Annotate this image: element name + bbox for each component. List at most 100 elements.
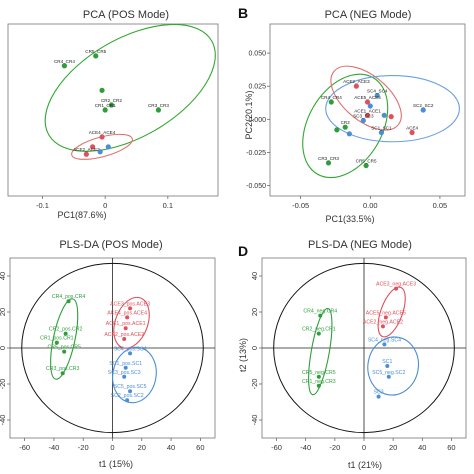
data-point-green xyxy=(342,124,348,130)
y-tick-label: -40 xyxy=(0,415,7,426)
point-label: ACE1_pos.ACE1 xyxy=(106,321,146,327)
ellipse-layer xyxy=(308,286,420,396)
data-point-blue xyxy=(385,364,390,368)
x-tick-label: 40 xyxy=(167,443,175,452)
zero-lines xyxy=(10,258,215,438)
x-tick-label: 20 xyxy=(138,443,146,452)
y-tick-label: 0.050 xyxy=(248,51,266,58)
point-label: ACE4_pos.ACE4 xyxy=(107,310,147,316)
data-point-red xyxy=(99,134,105,140)
y-tick-label: 40 xyxy=(250,272,259,280)
data-point-red xyxy=(409,129,415,136)
x-axis-label: t1 (15%) xyxy=(99,459,133,469)
x-tick-label: 0.05 xyxy=(433,201,448,210)
y-tick-label: 0 xyxy=(0,346,7,350)
data-point-blue xyxy=(346,131,352,137)
point-label: ACE3_pos.ACE3 xyxy=(110,301,150,307)
data-point-green xyxy=(60,371,65,376)
y-tick-label: 40 xyxy=(0,272,7,280)
hotelling-t2-ellipse xyxy=(21,262,204,434)
point-label: CR3_CR3 xyxy=(148,103,169,108)
y-tick-label: -20 xyxy=(0,379,7,390)
data-point-red xyxy=(122,337,127,341)
hotelling-ellipse xyxy=(273,262,455,434)
point-label: CR5_pos.CR5 xyxy=(47,345,81,351)
point-label: CR3_CR3 xyxy=(318,156,339,161)
hotelling-t2-ellipse xyxy=(273,262,455,434)
point-label: SC2_pos.SC2 xyxy=(111,393,144,399)
point-layer: CR4_pos.CR4 CR2_pos.CR2 CR1_pos.CR1 CR5_pos… xyxy=(40,294,150,403)
data-point-green xyxy=(316,383,321,388)
point-label: SC3_SC3 xyxy=(353,114,374,119)
data-point-blue xyxy=(382,342,387,347)
point-label: SC5_pos.SC5 xyxy=(114,384,147,390)
y-tick-label: 0.000 xyxy=(248,117,266,124)
data-point-red xyxy=(383,315,388,320)
data-point-blue xyxy=(123,365,128,370)
point-layer: ACE3_neg.ACE3 ACE5_neg.ACE5 ACE2_neg.ACE2 S… xyxy=(302,282,416,399)
x-tick-label: -0.05 xyxy=(292,201,309,210)
data-point-blue xyxy=(381,112,387,118)
data-point-green xyxy=(328,99,334,105)
x-tick-label: 60 xyxy=(447,443,455,452)
point-label: ACE2_ACE3 xyxy=(343,79,370,84)
data-point-green xyxy=(61,63,68,69)
data-point-red xyxy=(125,315,130,320)
point-label: CR1_neg.CR3 xyxy=(302,379,336,385)
data-point-blue xyxy=(360,117,366,124)
panel-pca-pos: PCA (POS Mode) CR5_CR5 CR4_CR4 CR2_CR2CR1_… xyxy=(7,9,219,220)
data-point-green xyxy=(316,331,321,336)
x-tick-label: 0 xyxy=(110,443,114,452)
point-label: ACE4 xyxy=(406,125,418,130)
chart-title: PCA (POS Mode) xyxy=(83,9,169,21)
data-point-red xyxy=(90,144,96,150)
y-tick-label: -40 xyxy=(250,415,259,426)
data-point-red xyxy=(83,151,89,157)
group-ellipse-red xyxy=(330,65,402,131)
plot-frame xyxy=(269,23,466,197)
point-label: SC4_pos.SC4 xyxy=(114,346,147,352)
point-label: ACE2_neg.ACE2 xyxy=(363,319,403,325)
panel-plsda-neg: D PLS-DA (NEG Mode) ACE3_neg.ACE3 ACE5_ne… xyxy=(238,239,467,470)
point-label: CR4_CR4 xyxy=(54,59,75,64)
x-tick-label: -20 xyxy=(78,443,89,452)
group-ellipse-blue xyxy=(367,336,420,396)
group-ellipse-green xyxy=(44,23,216,152)
x-axis-label: PC1(87.6%) xyxy=(57,210,106,220)
x-axis-label: t1 (21%) xyxy=(348,460,382,470)
panel-letter-b: B xyxy=(238,5,248,21)
chart-title: PLS-DA (NEG Mode) xyxy=(308,239,412,251)
data-point-green xyxy=(108,102,115,108)
group-ellipse-blue xyxy=(112,346,157,404)
data-point-blue xyxy=(420,107,426,113)
x-axis-ticks: -0.1 0 0.1 xyxy=(36,196,173,210)
y-axis-ticks: 40 20 0 -20 -40 xyxy=(0,272,10,426)
x-tick-label: 0 xyxy=(362,443,366,452)
data-point-red xyxy=(364,112,371,118)
data-point-red xyxy=(394,286,399,291)
panel-pca-neg: B PCA (NEG Mode) ACE2_ACE3 SC4_SC4 ACE5_AC… xyxy=(238,5,466,224)
data-point-green xyxy=(99,87,105,93)
data-point-green xyxy=(102,107,108,113)
data-point-green xyxy=(363,162,369,169)
point-label: CR2_pos.CR2 xyxy=(49,327,83,333)
group-ellipse-green xyxy=(302,73,389,179)
data-point-red xyxy=(380,324,385,329)
data-point-blue xyxy=(128,351,133,356)
data-point-green xyxy=(155,107,162,113)
point-label: ACE5_neg.ACE5 xyxy=(366,310,406,316)
point-label: CR5_neg.CR5 xyxy=(302,370,336,376)
x-tick-label: 0 xyxy=(103,201,107,210)
point-label: CR4_pos.CR4 xyxy=(52,294,86,300)
data-point-red xyxy=(364,99,371,105)
panel-plsda-pos: PLS-DA (POS Mode) CR4_pos.CR4 CR2_pos.CR2… xyxy=(0,239,216,469)
data-point-green xyxy=(54,340,59,345)
x-axis-ticks: -60 -40 -20 0 20 40 60 xyxy=(19,438,205,452)
point-label: CR2_CR2 xyxy=(101,98,122,103)
point-label: CR1_CR1 xyxy=(95,103,116,108)
data-point-blue xyxy=(97,149,103,155)
x-axis-label: PC1(33.5%) xyxy=(325,214,374,224)
data-point-blue xyxy=(376,394,381,399)
y-tick-label: 0.025 xyxy=(248,84,266,91)
